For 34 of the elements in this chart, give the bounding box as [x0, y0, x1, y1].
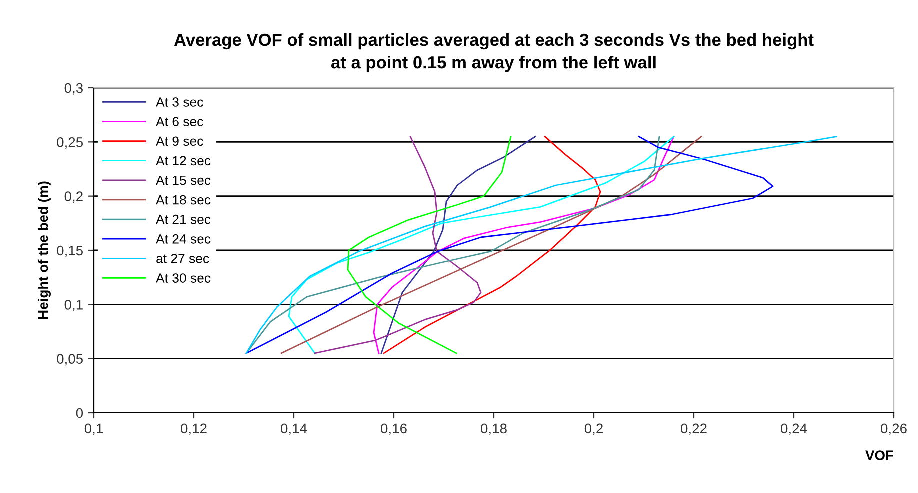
- legend-label: At 18 sec: [156, 195, 211, 205]
- chart-title: Average VOF of small particles averaged at each 3 seconds Vs the bed height at a point 0.15 m away from the left wall: [174, 33, 814, 72]
- y-tick-label: 0,15: [57, 246, 84, 258]
- x-tick-label: 0,12: [181, 424, 207, 436]
- x-tick-label: 0,16: [381, 424, 407, 436]
- x-tick-label: 0,24: [781, 424, 808, 436]
- legend-label: At 6 sec: [156, 117, 204, 126]
- y-axis-title: Height of the bed (m): [38, 182, 51, 320]
- y-tick-label: 0,3: [64, 83, 83, 95]
- line-series: [383, 136, 602, 354]
- y-tick-label: 0,2: [64, 192, 83, 204]
- legend-label: At 15 sec: [156, 176, 211, 186]
- y-tick-label: 0,25: [57, 138, 84, 149]
- line-series: [373, 136, 675, 354]
- x-tick-label: 0,2: [584, 424, 603, 436]
- legend-label: At 9 sec: [156, 136, 204, 146]
- x-axis-title: VOF: [866, 450, 894, 460]
- legend-label: At 21 sec: [156, 214, 211, 224]
- legend-label: At 12 sec: [156, 156, 211, 166]
- x-tick-label: 0,14: [281, 424, 308, 436]
- y-tick-label: 0,1: [64, 300, 83, 312]
- line-series: [347, 136, 512, 354]
- legend-label: at 27 sec: [156, 254, 210, 264]
- x-tick-label: 0,26: [881, 424, 907, 436]
- line-series: [314, 136, 482, 354]
- y-tick-label: 0: [76, 408, 84, 418]
- legend-label: At 24 sec: [156, 234, 211, 244]
- y-tick-label: 0,05: [57, 354, 84, 366]
- x-tick-label: 0,22: [681, 424, 707, 436]
- legend-label: At 3 sec: [156, 98, 204, 107]
- line-series: [380, 136, 536, 354]
- x-tick-label: 0,1: [84, 424, 103, 436]
- x-tick-label: 0,18: [481, 424, 507, 436]
- legend-label: At 30 sec: [156, 274, 211, 283]
